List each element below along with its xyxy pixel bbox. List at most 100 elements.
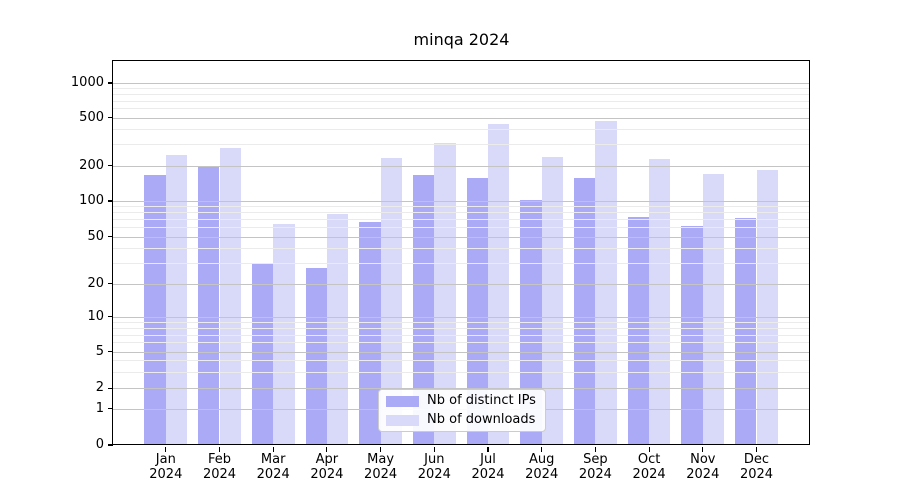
legend-item: Nb of distinct IPs <box>386 394 545 408</box>
y-tick-mark <box>107 316 113 318</box>
bar-feb-distinct-ips <box>198 166 220 445</box>
x-tick-label: May 2024 <box>364 452 398 482</box>
bar-feb-downloads <box>219 147 241 445</box>
minor-gridline <box>113 219 810 221</box>
major-gridline <box>113 201 810 202</box>
x-tick-mark <box>541 446 543 452</box>
bar-jan-distinct-ips <box>144 175 166 445</box>
x-tick-mark <box>487 446 489 452</box>
minor-gridline <box>113 88 810 90</box>
y-tick-label: 1000 <box>70 75 104 90</box>
bar-jan-downloads <box>165 154 188 445</box>
y-tick-mark <box>107 350 113 353</box>
x-tick-mark <box>433 446 435 452</box>
major-gridline <box>113 283 810 285</box>
y-tick-label: 2 <box>95 380 104 396</box>
bar-apr-distinct-ips <box>305 268 327 445</box>
x-tick-mark <box>218 446 221 452</box>
x-tick-label: Aug 2024 <box>525 452 559 482</box>
minor-gridline <box>113 321 810 323</box>
minor-gridline <box>113 212 810 214</box>
minor-gridline <box>113 108 810 110</box>
y-tick-label: 100 <box>79 193 104 208</box>
minor-gridline <box>113 248 810 250</box>
legend: Nb of distinct IPs Nb of downloads <box>378 389 546 432</box>
bar-dec-distinct-ips <box>735 217 757 445</box>
y-tick-mark <box>107 236 113 238</box>
bar-sep-distinct-ips <box>574 177 596 445</box>
bar-jun-downloads <box>434 143 456 445</box>
x-tick-label: Sep 2024 <box>578 452 612 482</box>
legend-swatch-icon <box>386 414 419 426</box>
y-tick-label: 1 <box>95 400 104 416</box>
minor-gridline <box>113 94 810 96</box>
legend-item: Nb of downloads <box>386 413 545 427</box>
minor-gridline <box>113 206 810 208</box>
bar-may-distinct-ips <box>359 222 381 445</box>
x-tick-label: Mar 2024 <box>256 452 290 482</box>
minor-gridline <box>113 342 810 344</box>
x-tick-label: Nov 2024 <box>686 452 720 482</box>
minor-gridline <box>113 100 810 102</box>
minor-gridline <box>113 327 810 329</box>
bar-mar-distinct-ips <box>251 262 274 445</box>
y-tick-label: 10 <box>87 308 104 324</box>
x-tick-label: Dec 2024 <box>739 452 774 482</box>
y-tick-label: 50 <box>87 228 104 244</box>
y-tick-label: 5 <box>95 343 104 359</box>
minor-gridline <box>113 372 810 374</box>
x-tick-label: Jan 2024 <box>149 452 183 482</box>
minor-gridline <box>113 227 810 229</box>
legend-label: Nb of distinct IPs <box>427 393 536 408</box>
major-gridline <box>113 351 810 353</box>
x-tick-mark <box>380 446 382 452</box>
bar-oct-downloads <box>649 159 671 445</box>
x-tick-mark <box>165 446 167 452</box>
legend-swatch-icon <box>386 395 419 407</box>
major-gridline <box>113 388 810 390</box>
y-tick-mark <box>107 408 113 410</box>
x-tick-mark <box>702 446 704 452</box>
bar-nov-downloads <box>702 173 725 445</box>
major-gridline <box>113 165 810 167</box>
y-tick-mark <box>107 387 113 389</box>
x-tick-mark <box>326 446 328 452</box>
x-tick-label: Apr 2024 <box>310 452 344 482</box>
bar-nov-distinct-ips <box>681 226 703 445</box>
x-tick-mark <box>755 446 758 452</box>
minor-gridline <box>113 334 810 336</box>
y-tick-label: 200 <box>79 157 104 173</box>
bar-jun-distinct-ips <box>412 175 435 445</box>
minor-gridline <box>113 360 810 362</box>
major-gridline <box>113 316 810 318</box>
y-tick-mark <box>107 200 113 202</box>
major-gridline <box>113 117 810 119</box>
y-tick-label: 0 <box>95 437 104 452</box>
x-tick-mark <box>648 446 650 452</box>
bar-may-downloads <box>380 157 402 445</box>
x-tick-mark <box>272 446 274 452</box>
bar-dec-downloads <box>756 169 778 445</box>
minor-gridline <box>113 129 810 131</box>
x-tick-mark <box>594 446 596 452</box>
x-tick-label: Feb 2024 <box>202 452 237 482</box>
y-tick-mark <box>107 283 113 285</box>
y-tick-mark <box>107 164 113 167</box>
bar-apr-downloads <box>326 214 349 445</box>
y-tick-label: 20 <box>87 275 104 291</box>
x-tick-label: Jun 2024 <box>417 452 451 482</box>
y-tick-mark <box>107 116 113 119</box>
x-tick-label: Oct 2024 <box>632 452 666 482</box>
major-gridline <box>113 83 810 84</box>
y-tick-label: 500 <box>79 109 104 125</box>
bar-oct-distinct-ips <box>627 216 650 445</box>
x-tick-label: Jul 2024 <box>471 452 505 482</box>
minor-gridline <box>113 144 810 146</box>
major-gridline <box>113 236 810 238</box>
chart-title: minqa 2024 <box>413 30 510 49</box>
minor-gridline <box>113 262 810 264</box>
bar-mar-downloads <box>273 223 295 445</box>
bar-jul-distinct-ips <box>466 178 488 445</box>
y-tick-mark <box>107 444 113 446</box>
